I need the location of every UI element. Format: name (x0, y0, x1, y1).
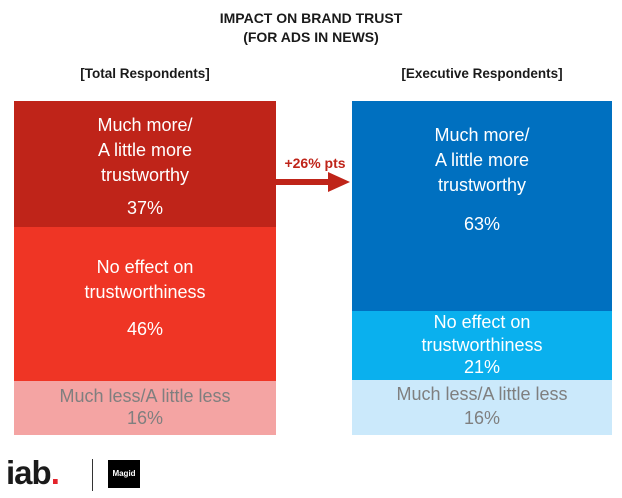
segment-name-line: No effect on (96, 257, 194, 277)
category-label-total: [Total Respondents] (80, 66, 210, 81)
segment-name-line: A little more (97, 140, 193, 160)
data-label-exec-more: 63% (463, 214, 501, 234)
bar-segment-total-no-effect: No effect on trustworthiness 46% (14, 227, 276, 381)
bar-segment-total-more-trustworthy: Much more/ A little more trustworthy 37% (14, 101, 276, 227)
data-label-total-more: 37% (126, 198, 164, 218)
iab-logo: iab. (6, 454, 60, 491)
segment-name-line: Much more/ (434, 125, 530, 145)
segment-name-line: Much more/ (97, 115, 193, 135)
chart-subtitle: (FOR ADS IN NEWS) (243, 29, 379, 45)
category-label-executive: [Executive Respondents] (401, 66, 563, 81)
data-label-exec-less: 16% (463, 408, 501, 428)
bar-segment-exec-less-trustworthy: Much less/A little less 16% (352, 380, 612, 435)
iab-logo-text: iab (6, 454, 52, 491)
chart-title: IMPACT ON BRAND TRUST (219, 10, 403, 26)
segment-name-line: No effect on (433, 312, 531, 332)
segment-name-line: A little more (434, 150, 530, 170)
data-label-total-less: 16% (126, 408, 164, 428)
magid-logo: Magid (108, 460, 140, 488)
segment-name-line: Much less/A little less (396, 384, 568, 404)
bar-segment-exec-no-effect: No effect on trustworthiness 21% (352, 311, 612, 380)
data-label-total-no-effect: 46% (126, 319, 164, 339)
difference-annotation: +26% pts (284, 155, 346, 171)
segment-name-line: trustworthiness (421, 335, 543, 355)
segment-name-line: trustworthy (100, 165, 190, 185)
iab-logo-dot: . (50, 454, 60, 491)
bar-segment-exec-more-trustworthy: Much more/ A little more trustworthy 63% (352, 101, 612, 311)
segment-name-line: trustworthy (437, 175, 527, 195)
segment-name-line: trustworthiness (84, 282, 206, 302)
segment-name-line: Much less/A little less (59, 386, 231, 406)
arrow-right-icon (276, 172, 350, 192)
data-label-exec-no-effect: 21% (463, 357, 501, 377)
logo-divider (92, 459, 93, 491)
bar-segment-total-less-trustworthy: Much less/A little less 16% (14, 381, 276, 435)
